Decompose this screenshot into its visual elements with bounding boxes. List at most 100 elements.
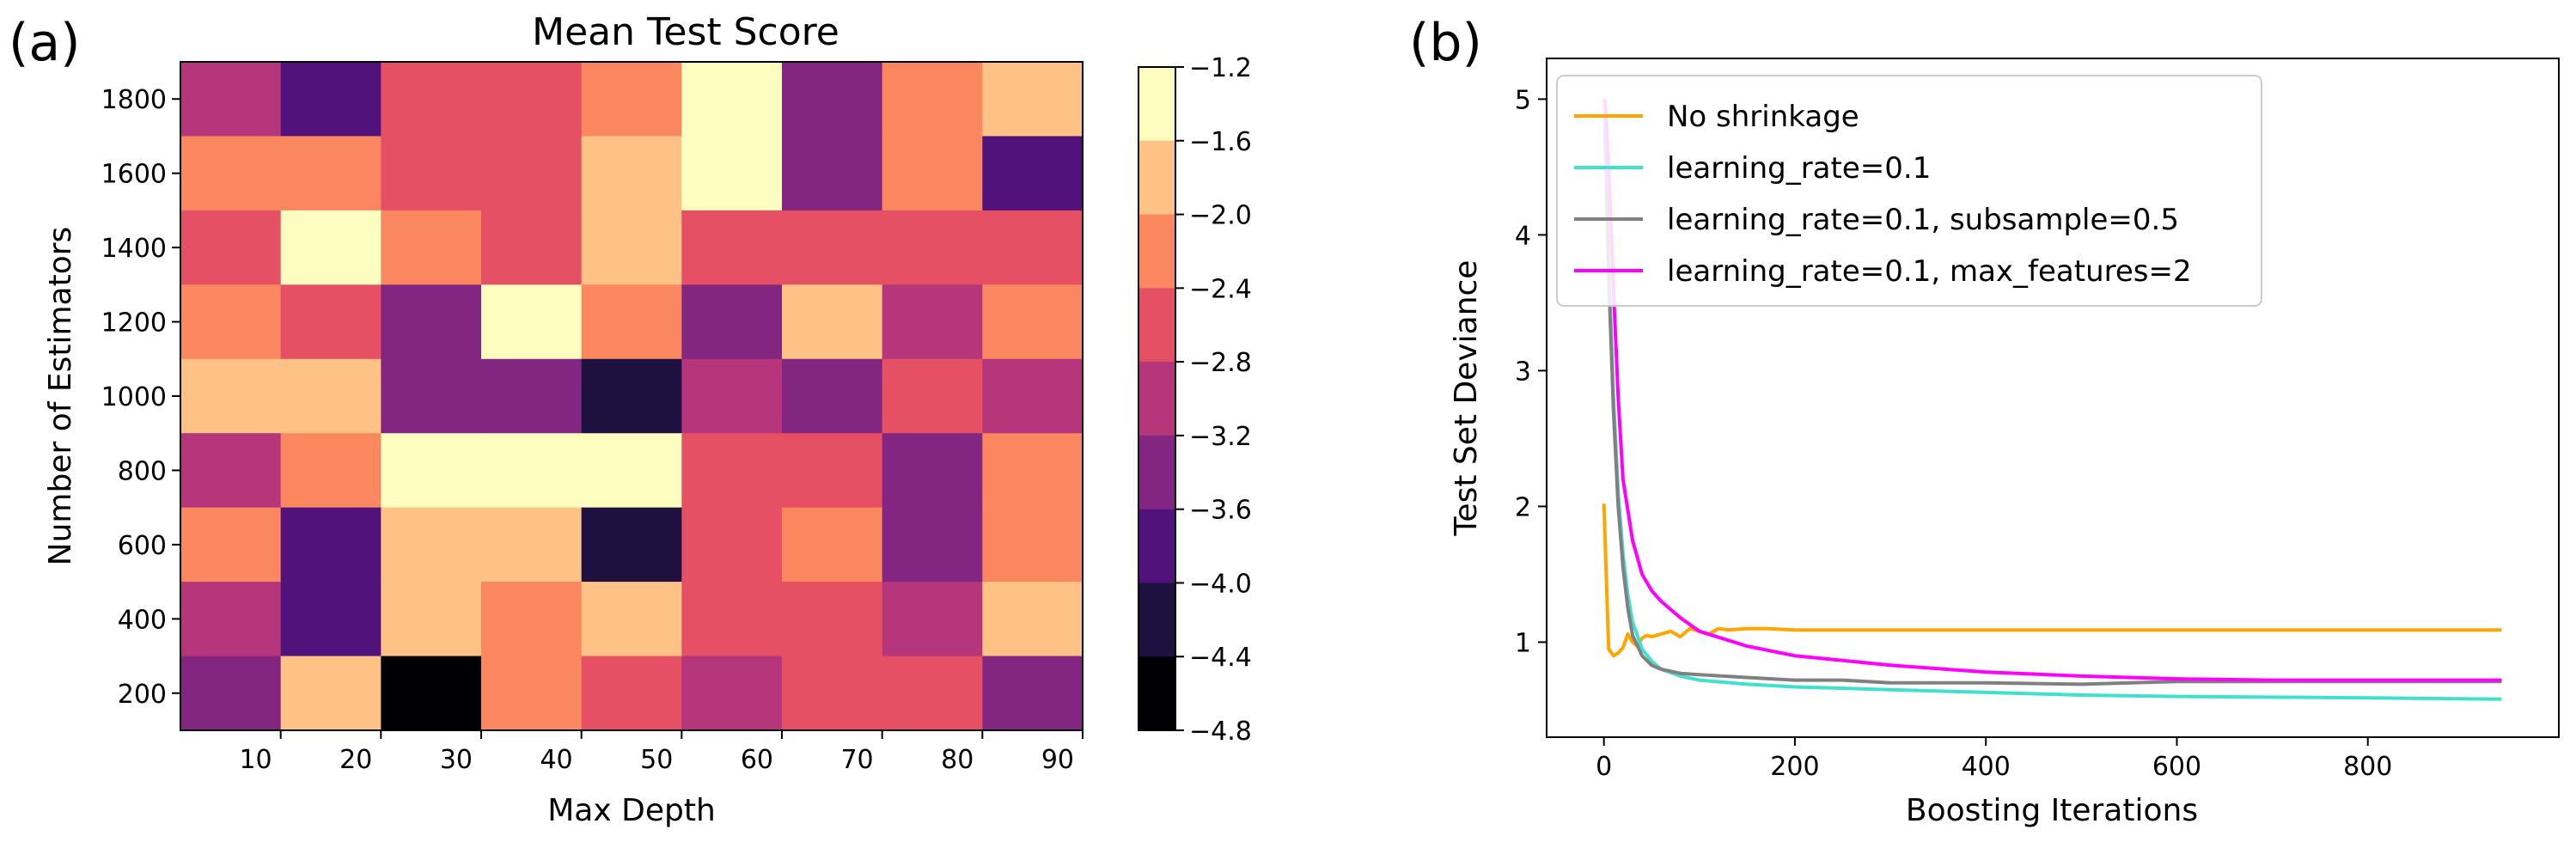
heatmap-y-tick-label: 1200 [101, 308, 167, 339]
heatmap-y-tick-label: 800 [118, 456, 167, 486]
colorbar-segment [1138, 509, 1175, 584]
heatmap-cell-r3-c7 [882, 284, 983, 360]
heatmap-cell-r2-c0 [180, 210, 282, 285]
heatmap-cell-r0-c2 [381, 62, 482, 137]
series-line-1 [1602, 503, 2502, 658]
colorbar-tick-label: −3.2 [1189, 422, 1252, 452]
colorbar-segment [1138, 214, 1175, 289]
heatmap-cell-r2-c8 [982, 210, 1084, 285]
heatmap-cell-r8-c6 [782, 656, 883, 731]
heatmap-cell-r3-c6 [782, 284, 883, 360]
heatmap-cell-r8-c8 [982, 656, 1084, 731]
heatmap-cell-r6-c6 [782, 507, 883, 583]
heatmap-x-ticks: 10 20 30 40 50 60 70 80 90 [239, 730, 1084, 775]
heatmap-cell-r7-c1 [280, 582, 382, 657]
heatmap-cell-r2-c5 [681, 210, 783, 285]
heatmap-cell-r8-c7 [882, 656, 983, 731]
heatmap-cell-r6-c1 [280, 507, 382, 583]
panel-label-a: (a) [9, 13, 81, 73]
colorbar-tick-label: −1.6 [1189, 127, 1252, 157]
heatmap-cell-r8-c3 [481, 656, 583, 731]
heatmap-x-tick-label: 60 [741, 745, 773, 775]
series-line-3 [1602, 125, 2502, 686]
colorbar-segment [1138, 288, 1175, 363]
line-y-axis-label: Test Set Deviance [1449, 260, 1484, 537]
heatmap-cell-r2-c2 [381, 210, 482, 285]
heatmap-cell-r6-c4 [581, 507, 682, 583]
heatmap-cell-r1-c6 [782, 136, 883, 211]
heatmap-cell-r7-c6 [782, 582, 883, 657]
legend-box [1556, 75, 2262, 307]
heatmap-cell-r5-c4 [581, 433, 682, 509]
line-y-tick-label: 2 [1515, 492, 1531, 522]
heatmap-cell-r3-c8 [982, 284, 1084, 360]
heatmap-cell-r4-c8 [982, 358, 1084, 434]
heatmap-cell-r2-c6 [782, 210, 883, 285]
heatmap-cell-r6-c8 [982, 507, 1084, 583]
heatmap-cell-r7-c4 [581, 582, 682, 657]
heatmap-cell-r8-c0 [180, 656, 282, 731]
heatmap-cell-r6-c5 [681, 507, 783, 583]
heatmap-cell-r5-c5 [681, 433, 783, 509]
heatmap-y-tick-label: 600 [118, 531, 167, 561]
heatmap-x-tick-label: 30 [440, 745, 473, 775]
heatmap-cell-r4-c2 [381, 358, 482, 434]
heatmap-cell-r1-c4 [581, 136, 682, 211]
heatmap-cell-r5-c3 [481, 433, 583, 509]
heatmap-cell-r2-c4 [581, 210, 682, 285]
legend-label-1: No shrinkage [1667, 100, 1859, 134]
heatmap-x-tick-label: 20 [339, 745, 372, 775]
heatmap-x-axis-label: Max Depth [547, 793, 716, 828]
heatmap-cell-r5-c1 [280, 433, 382, 509]
line-x-axis-label: Boosting Iterations [1906, 793, 2198, 828]
line-plot-frame [1546, 58, 2560, 738]
heatmap-x-tick-label: 10 [239, 745, 272, 775]
heatmap-y-axis-label: Number of Estimators [43, 227, 78, 566]
heatmap-cell-r0-c7 [882, 62, 983, 137]
heatmap-cell-r3-c2 [381, 284, 482, 360]
heatmap-cell-r0-c1 [280, 62, 382, 137]
colorbar-segment [1138, 67, 1175, 142]
heatmap-cell-r7-c7 [882, 582, 983, 657]
line-y-tick-label: 5 [1515, 85, 1531, 115]
heatmap-y-tick-label: 1400 [101, 234, 167, 264]
line-x-ticks: 0 200 400 600 800 [1596, 737, 2392, 782]
colorbar-segment [1138, 140, 1175, 216]
heatmap-y-tick-label: 200 [118, 680, 167, 710]
heatmap-y-ticks: 1800 1600 1400 1200 1000 800 600 400 200 [101, 85, 180, 710]
heatmap-cell-r5-c2 [381, 433, 482, 509]
heatmap-cell-r7-c5 [681, 582, 783, 657]
line-x-tick-label: 0 [1596, 752, 1612, 782]
legend: No shrinkage learning_rate=0.1 learning_ra… [1556, 75, 2262, 307]
line-y-tick-label: 3 [1515, 357, 1531, 387]
heatmap-cell-r3-c5 [681, 284, 783, 360]
heatmap-cell-r6-c7 [882, 507, 983, 583]
heatmap-cell-r0-c6 [782, 62, 883, 137]
legend-label-3: learning_rate=0.1, subsample=0.5 [1667, 203, 2179, 237]
heatmap-cell-r1-c2 [381, 136, 482, 211]
heatmap-cell-r5-c8 [982, 433, 1084, 509]
heatmap-cell-r8-c4 [581, 656, 682, 731]
heatmap-title: Mean Test Score [532, 10, 839, 54]
heatmap-x-tick-label: 70 [840, 745, 873, 775]
heatmap-cell-r6-c2 [381, 507, 482, 583]
colorbar-tick-label: −2.4 [1189, 274, 1252, 304]
colorbar-segment [1138, 362, 1175, 436]
heatmap-cell-r1-c5 [681, 136, 783, 211]
heatmap-cell-r7-c2 [381, 582, 482, 657]
heatmap-cell-r4-c0 [180, 358, 282, 434]
colorbar-segment [1138, 656, 1175, 731]
heatmap-cell-r5-c7 [882, 433, 983, 509]
heatmap-cell-r1-c1 [280, 136, 382, 211]
heatmap-cell-r8-c2 [381, 656, 482, 731]
colorbar-tick-label: −3.6 [1189, 496, 1252, 526]
colorbar-segment [1138, 583, 1175, 657]
heatmap-cell-r7-c3 [481, 582, 583, 657]
heatmap-cell-r7-c0 [180, 582, 282, 657]
heatmap-y-tick-label: 1800 [101, 85, 167, 115]
heatmap-y-tick-label: 1600 [101, 160, 167, 190]
heatmap-cell-r0-c5 [681, 62, 783, 137]
line-plot [1602, 99, 2502, 701]
heatmap-cell-r6-c0 [180, 507, 282, 583]
